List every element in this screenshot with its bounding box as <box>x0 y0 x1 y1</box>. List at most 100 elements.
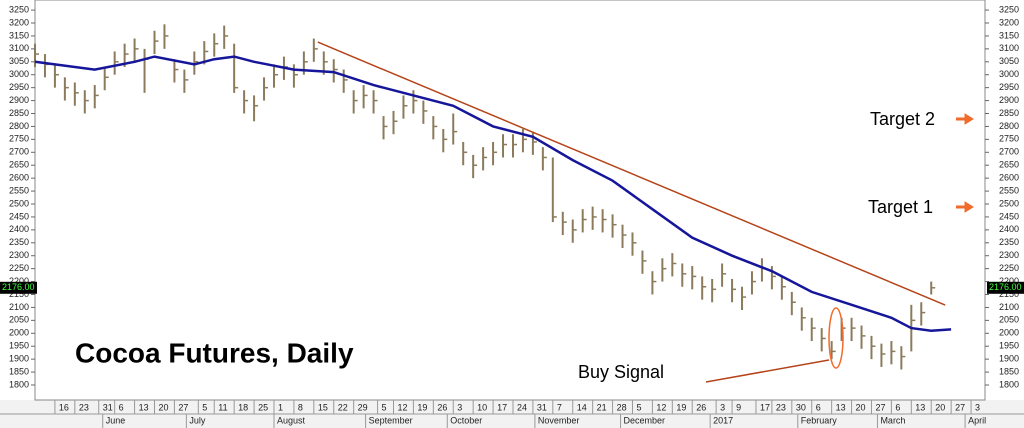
chart-title: Cocoa Futures, Daily <box>75 337 354 368</box>
x-tick-label: 20 <box>856 402 866 412</box>
x-tick-label: 19 <box>676 402 686 412</box>
y-tick-label: 3050 <box>999 56 1019 66</box>
x-tick-label: 19 <box>417 402 427 412</box>
x-tick-label: 5 <box>636 402 641 412</box>
month-label: February <box>801 415 838 425</box>
y-tick-label: 2500 <box>999 198 1019 208</box>
y-tick-label: 2000 <box>9 328 29 338</box>
y-tick-label: 2950 <box>999 82 1019 92</box>
x-tick-label: 1 <box>278 402 283 412</box>
x-tick-label: 23 <box>776 402 786 412</box>
y-tick-label: 2600 <box>9 173 29 183</box>
x-tick-label: 13 <box>915 402 925 412</box>
month-label: December <box>624 415 666 425</box>
y-tick-label: 2100 <box>9 302 29 312</box>
y-tick-label: 1950 <box>999 341 1019 351</box>
y-tick-label: 1900 <box>999 354 1019 364</box>
y-tick-label: 2450 <box>9 211 29 221</box>
x-tick-label: 30 <box>796 402 806 412</box>
month-label: July <box>189 415 206 425</box>
y-tick-label: 3000 <box>9 69 29 79</box>
x-tick-label: 8 <box>298 402 303 412</box>
x-tick-label: 29 <box>358 402 368 412</box>
y-tick-label: 3250 <box>9 4 29 14</box>
last-price-box <box>987 281 1024 294</box>
x-tick-label: 27 <box>178 402 188 412</box>
y-tick-label: 2400 <box>999 224 1019 234</box>
x-tick-label: 3 <box>720 402 725 412</box>
y-tick-label: 2600 <box>999 173 1019 183</box>
y-tick-label: 2300 <box>9 250 29 260</box>
x-tick-label: 7 <box>557 402 562 412</box>
pointer-line <box>705 359 830 383</box>
x-tick-label: 25 <box>258 402 268 412</box>
x-tick-label: 11 <box>218 402 227 412</box>
y-tick-label: 2450 <box>999 211 1019 221</box>
y-tick-label: 3050 <box>9 56 29 66</box>
y-tick-label: 1850 <box>9 366 29 376</box>
x-tick-label: 17 <box>497 402 507 412</box>
trendline <box>317 41 946 306</box>
y-tick-label: 2700 <box>9 147 29 157</box>
x-tick-label: 18 <box>238 402 248 412</box>
y-tick-label: 2150 <box>999 289 1019 299</box>
y-tick-label: 2100 <box>999 302 1019 312</box>
y-tick-label: 2850 <box>999 108 1019 118</box>
y-tick-label: 2900 <box>9 95 29 105</box>
y-tick-label: 2250 <box>9 263 29 273</box>
last-price-label: 2176.00 <box>989 282 1022 292</box>
x-tick-label: 12 <box>656 402 666 412</box>
y-tick-label: 2800 <box>999 121 1019 131</box>
x-tick-label: 3 <box>975 402 980 412</box>
y-tick-label: 2000 <box>999 328 1019 338</box>
y-tick-label: 2550 <box>999 185 1019 195</box>
month-label: November <box>538 415 580 425</box>
x-tick-label: 16 <box>59 402 69 412</box>
last-price-label: 2176.00 <box>2 282 35 292</box>
y-tick-label: 3200 <box>9 17 29 27</box>
y-tick-label: 2850 <box>9 108 29 118</box>
x-tick-label: 5 <box>382 402 387 412</box>
y-tick-label: 2350 <box>9 237 29 247</box>
x-tick-label: 22 <box>338 402 348 412</box>
x-tick-label: 20 <box>935 402 945 412</box>
plot-frame <box>34 0 986 401</box>
target-arrows <box>956 113 974 213</box>
x-tick-label: 5 <box>202 402 207 412</box>
x-tick-label: 31 <box>537 402 547 412</box>
y-tick-label: 2150 <box>9 289 29 299</box>
y-tick-label: 2800 <box>9 121 29 131</box>
x-tick-label: 21 <box>597 402 607 412</box>
x-tick-label: 6 <box>816 402 821 412</box>
y-tick-label: 3000 <box>999 69 1019 79</box>
y-tick-label: 3100 <box>999 43 1019 53</box>
last-price-box <box>0 281 37 294</box>
month-label: August <box>277 415 306 425</box>
x-tick-label: 10 <box>477 402 487 412</box>
y-tick-label: 2750 <box>999 134 1019 144</box>
x-tick-label: 26 <box>696 402 706 412</box>
y-tick-label: 2650 <box>999 160 1019 170</box>
x-tick-label: 27 <box>955 402 965 412</box>
y-tick-label: 2200 <box>9 276 29 286</box>
x-tick-label: 27 <box>875 402 885 412</box>
month-label: 2017 <box>713 415 733 425</box>
moving-average <box>34 55 952 332</box>
arrow-head <box>964 201 974 213</box>
y-tick-label: 2350 <box>999 237 1019 247</box>
y-tick-label: 2750 <box>9 134 29 144</box>
month-label: October <box>450 415 482 425</box>
y-tick-label: 1850 <box>999 366 1019 376</box>
arrow-head <box>964 113 974 125</box>
annotation: Target 1 <box>868 197 933 217</box>
y-tick-label: 3200 <box>999 17 1019 27</box>
signal-ellipse <box>828 307 844 369</box>
annotation: Target 2 <box>870 109 935 129</box>
annotation: Buy Signal <box>578 362 664 382</box>
y-tick-label: 2650 <box>9 160 29 170</box>
y-tick-label: 3150 <box>9 30 29 40</box>
y-tick-label: 3150 <box>999 30 1019 40</box>
y-tick-label: 1900 <box>9 354 29 364</box>
